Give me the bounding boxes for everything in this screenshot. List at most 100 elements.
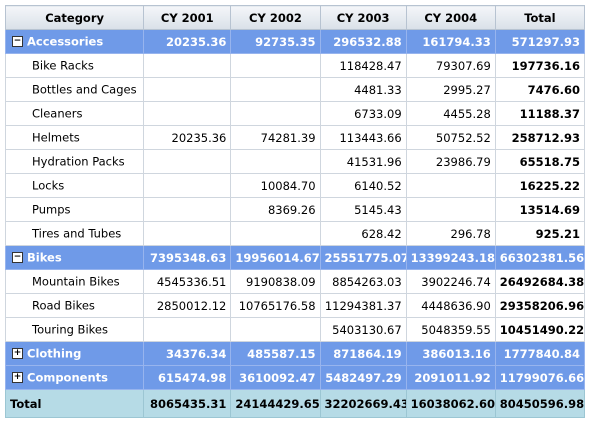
value-cell: 50752.52: [405, 125, 496, 150]
category-cell: Tires and Tubes: [4, 221, 145, 246]
value-cell: 20235.36: [143, 125, 232, 150]
value-cell: 6140.52: [319, 173, 407, 198]
collapse-icon[interactable]: −: [12, 36, 23, 48]
expand-icon[interactable]: +: [12, 348, 23, 360]
value-cell: [405, 173, 496, 198]
value-cell: 161794.33: [405, 29, 496, 54]
pivot-grid: Category CY 2001 CY 2002 CY 2003 CY 2004…: [4, 5, 586, 418]
value-cell: 92735.35: [230, 29, 321, 54]
expand-icon[interactable]: +: [12, 372, 23, 384]
value-cell: 3610092.47: [230, 365, 321, 390]
row-total-cell: 65518.75: [494, 149, 586, 174]
value-cell: 871864.19: [319, 341, 407, 366]
grand-total-cell: 32202669.43: [319, 389, 407, 418]
value-cell: 4545336.51: [143, 269, 232, 294]
category-label: Hydration Packs: [32, 154, 125, 169]
category-cell: Cleaners: [4, 101, 145, 126]
value-cell: [230, 53, 321, 78]
column-header-total[interactable]: Total: [494, 5, 586, 30]
column-header-cy2003[interactable]: CY 2003: [319, 5, 407, 30]
row-total-cell: 66302381.56: [494, 245, 586, 270]
category-cell: Mountain Bikes: [4, 269, 145, 294]
value-cell: 2995.27: [405, 77, 496, 102]
row-total-cell: 197736.16: [494, 53, 586, 78]
group-category-cell: + Clothing: [4, 341, 145, 366]
group-row: − Accessories 20235.36 92735.35 296532.88 161…: [4, 29, 586, 54]
grand-total-cell: 16038062.60: [405, 389, 496, 418]
value-cell: [230, 149, 321, 174]
row-total-cell: 925.21: [494, 221, 586, 246]
detail-row: Hydration Packs 41531.96 23986.79 65518.75: [4, 149, 586, 174]
detail-row: Road Bikes 2850012.12 10765176.58 11294381.…: [4, 293, 586, 318]
category-label: Pumps: [32, 202, 71, 217]
category-cell: Bike Racks: [4, 53, 145, 78]
row-total-cell: 1777840.84: [494, 341, 586, 366]
value-cell: 6733.09: [319, 101, 407, 126]
value-cell: 485587.15: [230, 341, 321, 366]
value-cell: 3902246.74: [405, 269, 496, 294]
value-cell: 2091011.92: [405, 365, 496, 390]
category-label: Touring Bikes: [32, 322, 108, 337]
category-cell: Touring Bikes: [4, 317, 145, 342]
group-category-cell: + Components: [4, 365, 145, 390]
value-cell: [143, 101, 232, 126]
value-cell: 8854263.03: [319, 269, 407, 294]
value-cell: 23986.79: [405, 149, 496, 174]
value-cell: 628.42: [319, 221, 407, 246]
value-cell: 5403130.67: [319, 317, 407, 342]
value-cell: 41531.96: [319, 149, 407, 174]
column-header-cy2004[interactable]: CY 2004: [405, 5, 496, 30]
category-label: Locks: [32, 178, 65, 193]
category-label: Components: [27, 370, 108, 385]
row-total-cell: 11188.37: [494, 101, 586, 126]
category-cell: Road Bikes: [4, 293, 145, 318]
value-cell: [143, 173, 232, 198]
value-cell: 615474.98: [143, 365, 232, 390]
category-label: Cleaners: [32, 106, 83, 121]
row-total-cell: 13514.69: [494, 197, 586, 222]
value-cell: [405, 197, 496, 222]
value-cell: 74281.39: [230, 125, 321, 150]
row-total-cell: 26492684.38: [494, 269, 586, 294]
detail-row: Touring Bikes 5403130.67 5048359.55 1045149…: [4, 317, 586, 342]
value-cell: [143, 221, 232, 246]
value-cell: 10084.70: [230, 173, 321, 198]
value-cell: 79307.69: [405, 53, 496, 78]
value-cell: 4455.28: [405, 101, 496, 126]
category-cell: Hydration Packs: [4, 149, 145, 174]
row-total-cell: 10451490.22: [494, 317, 586, 342]
group-row: − Bikes 7395348.63 19956014.67 25551775.07 13…: [4, 245, 586, 270]
category-label: Helmets: [32, 130, 80, 145]
column-header-category[interactable]: Category: [4, 5, 145, 30]
value-cell: 34376.34: [143, 341, 232, 366]
group-row: + Components 615474.98 3610092.47 5482497.29…: [4, 365, 586, 390]
column-header-cy2002[interactable]: CY 2002: [230, 5, 321, 30]
detail-row: Mountain Bikes 4545336.51 9190838.09 885426…: [4, 269, 586, 294]
value-cell: [143, 77, 232, 102]
value-cell: 7395348.63: [143, 245, 232, 270]
category-label: Mountain Bikes: [32, 274, 120, 289]
value-cell: [143, 53, 232, 78]
value-cell: [230, 317, 321, 342]
value-cell: [230, 221, 321, 246]
category-label: Clothing: [27, 346, 82, 361]
value-cell: 4448636.90: [405, 293, 496, 318]
value-cell: 5048359.55: [405, 317, 496, 342]
category-cell: Bottles and Cages: [4, 77, 145, 102]
value-cell: 8369.26: [230, 197, 321, 222]
category-cell: Helmets: [4, 125, 145, 150]
value-cell: 25551775.07: [319, 245, 407, 270]
value-cell: 10765176.58: [230, 293, 321, 318]
category-label: Bikes: [27, 250, 62, 265]
column-header-cy2001[interactable]: CY 2001: [143, 5, 232, 30]
value-cell: 296.78: [405, 221, 496, 246]
detail-row: Tires and Tubes 628.42 296.78 925.21: [4, 221, 586, 246]
detail-row: Pumps 8369.26 5145.43 13514.69: [4, 197, 586, 222]
row-total-cell: 29358206.96: [494, 293, 586, 318]
value-cell: 5482497.29: [319, 365, 407, 390]
value-cell: 2850012.12: [143, 293, 232, 318]
value-cell: 118428.47: [319, 53, 407, 78]
detail-row: Bike Racks 118428.47 79307.69 197736.16: [4, 53, 586, 78]
category-label: Accessories: [27, 34, 104, 49]
collapse-icon[interactable]: −: [12, 252, 23, 264]
